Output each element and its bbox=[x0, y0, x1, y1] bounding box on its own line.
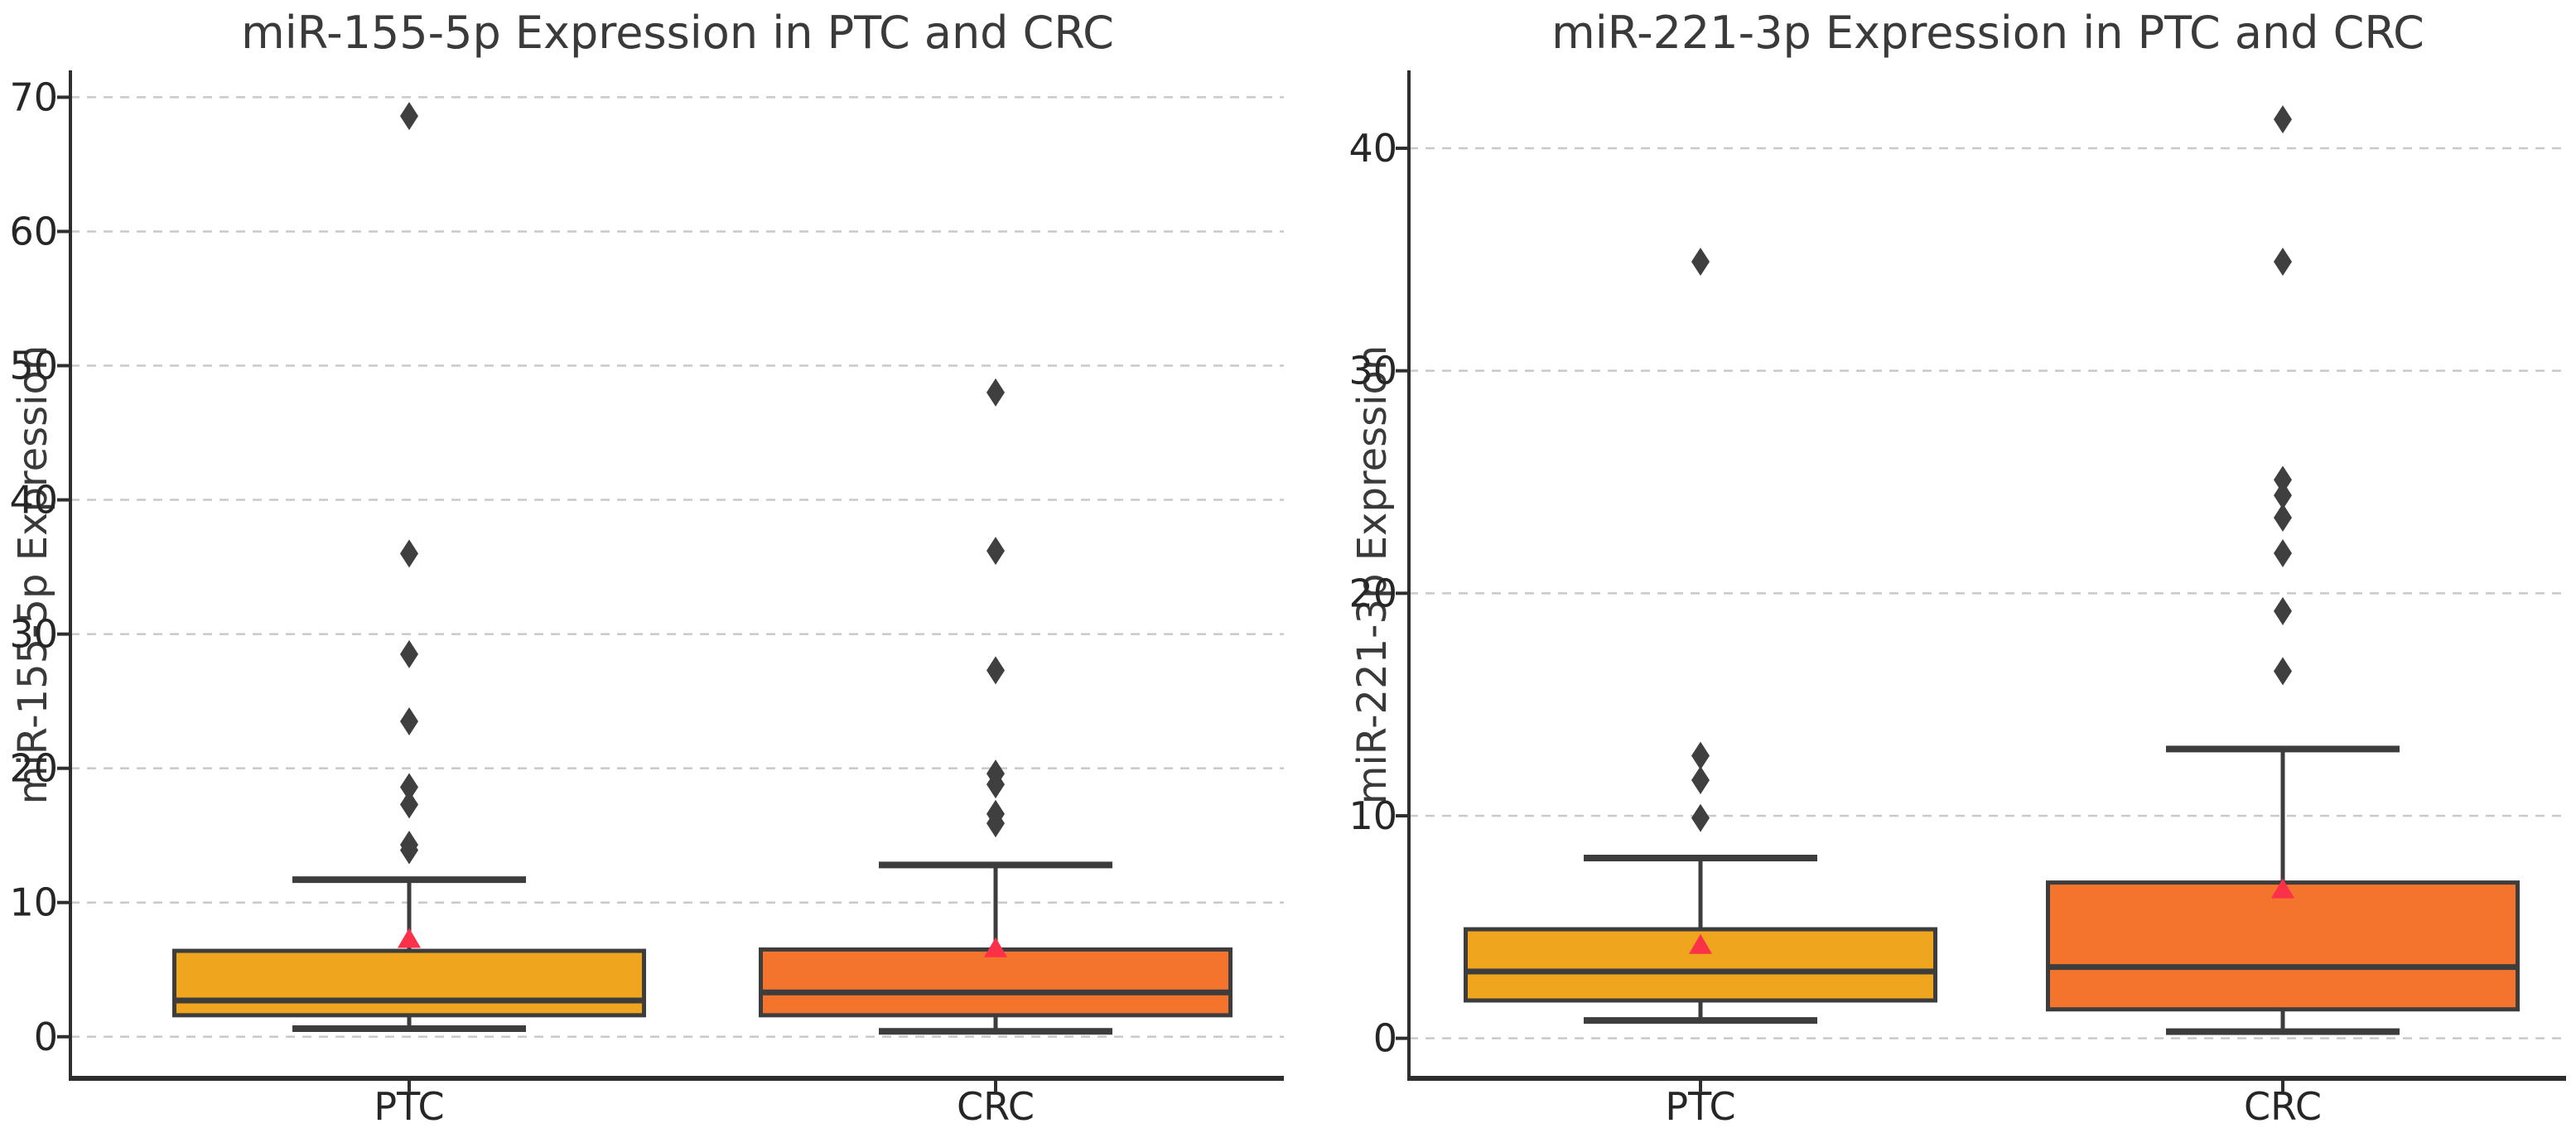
y-tick-label: 10 bbox=[1348, 793, 1397, 838]
x-tick-label-ptc: PTC bbox=[1665, 1084, 1735, 1129]
x-tick-label-crc: CRC bbox=[957, 1084, 1035, 1129]
outlier-point bbox=[400, 102, 418, 131]
y-tick-label: 20 bbox=[9, 746, 58, 791]
outlier-point bbox=[987, 759, 1005, 788]
outlier-point bbox=[2274, 596, 2292, 625]
outlier-point bbox=[1691, 803, 1710, 832]
mean-marker bbox=[1689, 933, 1712, 954]
outlier-point bbox=[400, 539, 418, 568]
box-crc bbox=[759, 947, 1233, 1018]
y-tick-label: 30 bbox=[1348, 349, 1397, 393]
outlier-point bbox=[2274, 481, 2292, 510]
chart-title: miR-221-3p Expression in PTC and CRC bbox=[1551, 7, 2424, 59]
boxplot-panel-mir-155-5p: miR-155-5p Expression in PTC and CRC miR… bbox=[9, 7, 1284, 1129]
outlier-point bbox=[2274, 503, 2292, 532]
mean-marker bbox=[2271, 878, 2294, 899]
outlier-point bbox=[400, 773, 418, 802]
outlier-point bbox=[1691, 741, 1710, 770]
y-tick-label: 0 bbox=[1373, 1016, 1397, 1061]
y-tick-label: 40 bbox=[9, 478, 58, 523]
y-tick-label: 10 bbox=[9, 880, 58, 925]
outlier-point bbox=[400, 831, 418, 860]
outlier-point bbox=[400, 790, 418, 819]
boxplot-panel-mir-221-3p: miR-221-3p Expression in PTC and CRC miR… bbox=[1288, 0, 2576, 1133]
outlier-point bbox=[1691, 766, 1710, 795]
outlier-point bbox=[1691, 248, 1710, 277]
outlier-point bbox=[2274, 248, 2292, 277]
outlier-point bbox=[987, 799, 1005, 828]
mean-marker bbox=[398, 928, 421, 948]
chart-title: miR-155-5p Expression in PTC and CRC bbox=[241, 7, 1114, 59]
box-ptc bbox=[172, 948, 646, 1018]
outlier-point bbox=[987, 537, 1005, 566]
boxplot-canvas-mir-155-5p: 0 10 20 30 40 50 60 70 PTC CRC bbox=[9, 70, 1284, 1129]
outlier-point bbox=[400, 639, 418, 668]
mean-marker bbox=[984, 937, 1007, 957]
outlier-point bbox=[2274, 538, 2292, 567]
y-tick-label: 70 bbox=[9, 75, 58, 119]
outlier-point bbox=[987, 656, 1005, 685]
x-tick-label-ptc: PTC bbox=[374, 1084, 444, 1129]
y-tick-label: 30 bbox=[9, 612, 58, 657]
y-tick-label: 0 bbox=[34, 1015, 58, 1059]
outlier-point bbox=[2274, 657, 2292, 686]
x-tick-label-crc: CRC bbox=[2244, 1084, 2322, 1129]
outlier-point bbox=[2274, 465, 2292, 494]
outlier-point bbox=[987, 378, 1005, 407]
y-tick-label: 40 bbox=[1348, 126, 1397, 171]
y-tick-label: 20 bbox=[1348, 571, 1397, 615]
box-crc bbox=[2046, 880, 2520, 1012]
y-tick-label: 60 bbox=[9, 209, 58, 253]
boxplot-canvas-mir-221-3p: 0 10 20 30 40 PTC CRC bbox=[1348, 70, 2566, 1129]
outlier-point bbox=[400, 706, 418, 735]
outlier-point bbox=[2274, 105, 2292, 134]
y-tick-label: 50 bbox=[9, 344, 58, 388]
